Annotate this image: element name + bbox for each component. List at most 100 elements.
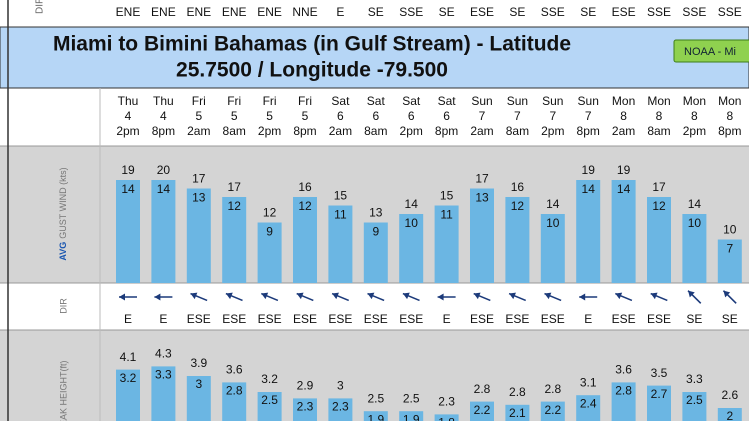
peak-wave-value: 3.1 xyxy=(580,375,597,389)
avg-wave-value: 1.8 xyxy=(438,416,455,421)
column-day: Fri xyxy=(227,94,241,108)
row-label-part: AVG xyxy=(58,242,68,261)
gust-value: 17 xyxy=(652,180,666,194)
avg-wind-value: 12 xyxy=(511,199,525,213)
wave-bar xyxy=(540,401,565,421)
noaa-button-label[interactable]: NOAA - Mi xyxy=(684,46,736,58)
gust-value: 17 xyxy=(475,172,489,186)
column-date: 6 xyxy=(408,109,415,123)
top-direction: ENE xyxy=(186,5,211,19)
column-day: Thu xyxy=(118,94,139,108)
direction-arrowhead xyxy=(190,292,198,300)
avg-wave-value: 3.3 xyxy=(155,368,172,382)
wave-bar xyxy=(399,411,424,421)
gust-value: 14 xyxy=(546,197,560,211)
direction-arrowhead xyxy=(473,292,481,300)
wave-bar xyxy=(222,382,247,421)
direction-arrowhead xyxy=(261,292,269,300)
peak-wave-value: 3.3 xyxy=(686,372,703,386)
avg-wave-value: 2.8 xyxy=(226,384,243,398)
direction-arrowhead xyxy=(154,293,161,301)
peak-wave-value: 2.8 xyxy=(474,382,491,396)
row-label: PEAK HEIGHT(ft) xyxy=(58,360,68,421)
wave-bar xyxy=(576,395,601,421)
wind-bar xyxy=(470,188,494,283)
avg-wave-value: 3 xyxy=(195,377,202,391)
direction-value: ESE xyxy=(399,312,423,326)
peak-wave-value: 3.9 xyxy=(190,356,207,370)
column-day: Sun xyxy=(542,94,563,108)
header-band xyxy=(0,26,749,89)
wind-bar xyxy=(540,214,565,283)
wind-bar xyxy=(399,214,424,283)
avg-wind-value: 9 xyxy=(266,225,273,239)
gust-value: 14 xyxy=(688,197,702,211)
wave-bar xyxy=(647,385,671,421)
peak-wave-value: 2.8 xyxy=(544,382,561,396)
direction-arrowhead xyxy=(119,293,125,301)
wave-bar xyxy=(257,392,282,421)
peak-wave-value: 3 xyxy=(337,379,344,393)
avg-wave-value: 2.7 xyxy=(651,387,668,401)
direction-value: ESE xyxy=(293,312,317,326)
top-direction: ESE xyxy=(612,5,636,19)
column-day: Sat xyxy=(438,94,457,108)
top-row xyxy=(0,0,749,27)
column-day: Sun xyxy=(471,94,492,108)
top-direction: NNE xyxy=(292,5,317,19)
direction-value: ESE xyxy=(612,312,636,326)
gust-value: 19 xyxy=(121,163,135,177)
avg-wave-value: 1.9 xyxy=(403,412,420,421)
wind-bar xyxy=(505,197,530,283)
top-direction: SSE xyxy=(682,5,706,19)
avg-wave-value: 2.4 xyxy=(580,396,597,410)
peak-wave-value: 2.5 xyxy=(367,391,384,405)
direction-arrowhead xyxy=(367,292,375,300)
column-date: 5 xyxy=(231,109,238,123)
gust-value: 17 xyxy=(228,180,242,194)
column-day: Sun xyxy=(507,94,528,108)
column-time: 8pm xyxy=(435,124,458,138)
peak-wave-value: 3.5 xyxy=(651,366,668,380)
column-date: 6 xyxy=(337,109,344,123)
column-time: 8am xyxy=(506,124,529,138)
avg-wave-value: 3.2 xyxy=(120,371,137,385)
gust-value: 15 xyxy=(334,189,348,203)
wave-bar xyxy=(505,404,530,421)
top-direction: SSE xyxy=(399,5,423,19)
avg-wind-value: 11 xyxy=(440,208,453,222)
peak-wave-value: 2.6 xyxy=(721,388,738,402)
column-time: 8pm xyxy=(152,124,175,138)
peak-wave-value: 4.3 xyxy=(155,347,172,361)
avg-wind-value: 14 xyxy=(582,182,596,196)
direction-value: E xyxy=(124,312,132,326)
direction-arrowhead xyxy=(544,292,552,300)
column-time: 2pm xyxy=(258,124,281,138)
direction-arrowhead xyxy=(650,292,658,300)
noaa-button[interactable] xyxy=(673,39,749,63)
direction-value: ESE xyxy=(328,312,352,326)
column-date: 7 xyxy=(585,109,592,123)
wind-bar xyxy=(434,205,459,283)
gust-value: 13 xyxy=(369,206,383,220)
peak-wave-value: 2.5 xyxy=(403,391,420,405)
avg-wave-value: 2.3 xyxy=(332,400,349,414)
column-date: 8 xyxy=(691,109,698,123)
row-label: DIR xyxy=(58,298,68,314)
peak-wave-value: 4.1 xyxy=(120,350,137,364)
direction-arrowhead xyxy=(615,292,623,300)
column-time: 2pm xyxy=(683,124,706,138)
direction-value: SE xyxy=(722,312,738,326)
wind-bar xyxy=(151,180,176,283)
row-label: AVG GUST WIND (kts) xyxy=(58,167,68,260)
column-time: 8pm xyxy=(718,124,741,138)
avg-wind-value: 12 xyxy=(228,199,242,213)
column-time: 8am xyxy=(223,124,246,138)
wave-bar xyxy=(293,398,317,421)
wind-bar xyxy=(611,180,636,283)
top-direction: SE xyxy=(368,5,384,19)
gust-value: 17 xyxy=(192,172,206,186)
wave-section xyxy=(0,330,749,421)
top-direction: ESE xyxy=(470,5,494,19)
